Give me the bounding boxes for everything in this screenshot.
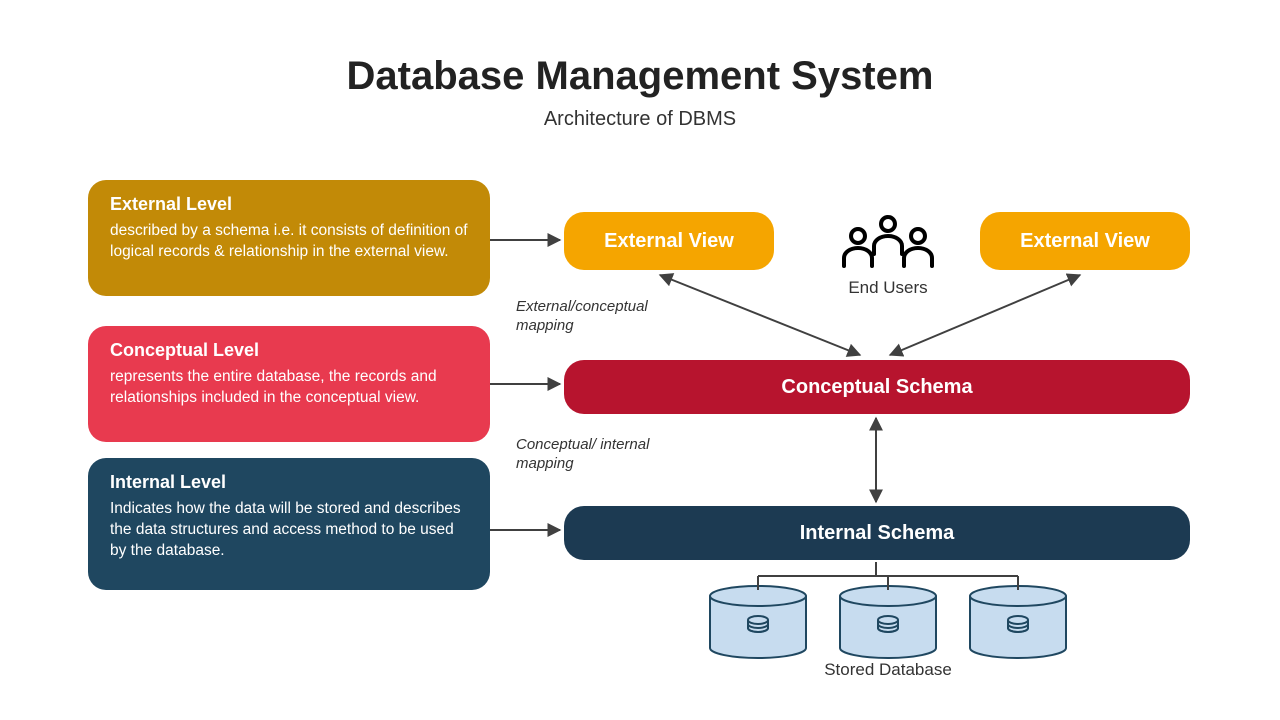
card-external-title: External Level [110,194,468,215]
label-stored-database: Stored Database [788,660,988,680]
database-cylinder-icon [708,584,808,660]
users-icon [838,214,938,270]
card-external-body: described by a schema i.e. it consists o… [110,221,468,263]
card-internal-body: Indicates how the data will be stored an… [110,499,468,562]
card-conceptual-title: Conceptual Level [110,340,468,361]
page-title: Database Management System [0,54,1280,99]
label-internal-mapping: Conceptual/ internal mapping [516,436,666,474]
card-conceptual-body: represents the entire database, the reco… [110,367,468,409]
card-conceptual-level: Conceptual Level represents the entire d… [88,326,490,442]
card-internal-level: Internal Level Indicates how the data wi… [88,458,490,590]
label-external-mapping: External/conceptual mapping [516,298,676,336]
card-internal-title: Internal Level [110,472,468,493]
label-end-users: End Users [838,278,938,298]
pill-conceptual-schema: Conceptual Schema [564,360,1190,414]
database-cylinder-icon [968,584,1068,660]
pill-internal-schema: Internal Schema [564,506,1190,560]
card-external-level: External Level described by a schema i.e… [88,180,490,296]
pill-external-view-2: External View [980,212,1190,270]
pill-external-view-1: External View [564,212,774,270]
page-subtitle: Architecture of DBMS [0,108,1280,131]
database-cylinder-icon [838,584,938,660]
